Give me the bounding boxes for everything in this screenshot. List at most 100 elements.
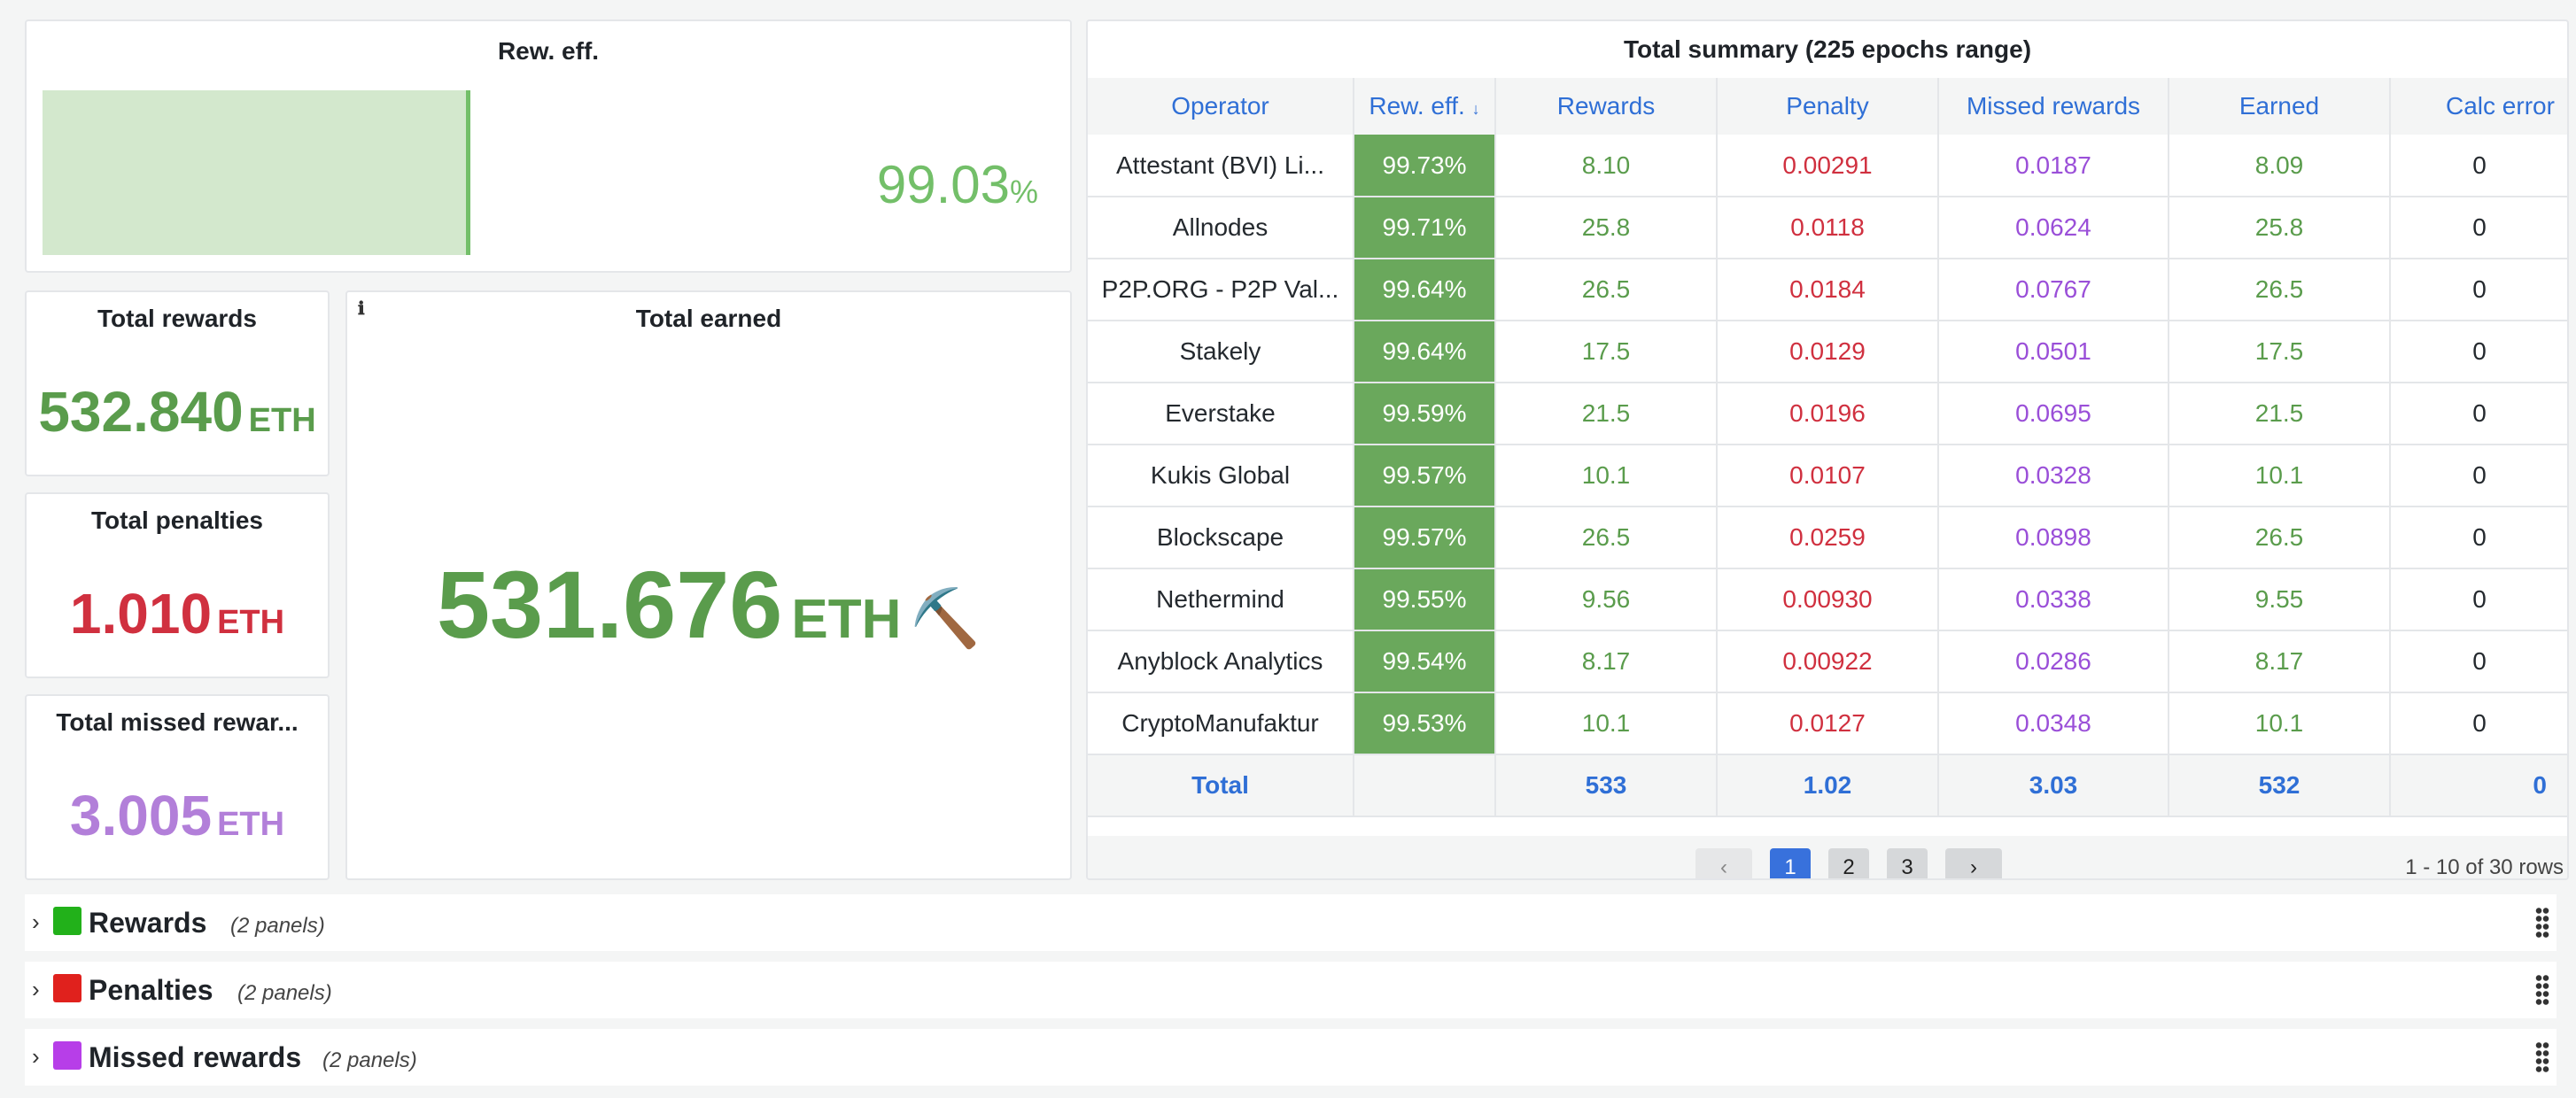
cell-operator: Kukis Global	[1088, 445, 1354, 507]
total-rewards-panel: Total rewards 532.840 ETH	[25, 290, 330, 476]
col-header-rewards[interactable]: Rewards	[1495, 78, 1718, 135]
table-row[interactable]: Nethermind 99.55% 9.56 0.00930 0.0338 9.55 0	[1088, 568, 2567, 631]
total-rewards: 533	[1495, 754, 1718, 817]
cell-calc: 0	[2390, 506, 2567, 569]
cell-operator: CryptoManufaktur	[1088, 692, 1354, 755]
cell-operator: Allnodes	[1088, 197, 1354, 259]
page-3-button[interactable]: 3	[1887, 848, 1928, 878]
table-row[interactable]: Blockscape 99.57% 26.5 0.0259 0.0898 26.5 0	[1088, 506, 2567, 569]
cell-penalty: 0.00930	[1717, 568, 1939, 631]
cell-operator: Anyblock Analytics	[1088, 630, 1354, 693]
cell-missed: 0.0328	[1938, 445, 2169, 507]
drag-handle-icon[interactable]	[2535, 907, 2549, 939]
total-calc: 0	[2390, 754, 2567, 817]
info-icon[interactable]: ℹ	[358, 299, 365, 319]
table-row[interactable]: Kukis Global 99.57% 10.1 0.0107 0.0328 10.1 0	[1088, 445, 2567, 507]
panel-title: Rew. eff.	[497, 37, 600, 65]
cell-eff: 99.64%	[1354, 259, 1496, 321]
col-header-calc-error[interactable]: Calc error	[2390, 78, 2567, 135]
cell-operator: Nethermind	[1088, 568, 1354, 631]
cell-rewards: 10.1	[1495, 692, 1718, 755]
cell-operator: Attestant (BVI) Li...	[1088, 135, 1354, 197]
cell-penalty: 0.0127	[1717, 692, 1939, 755]
table-row[interactable]: Allnodes 99.71% 25.8 0.0118 0.0624 25.8 0	[1088, 197, 2567, 259]
cell-rewards: 17.5	[1495, 321, 1718, 383]
page-2-button[interactable]: 2	[1828, 848, 1869, 878]
cell-rewards: 26.5	[1495, 506, 1718, 569]
table-row[interactable]: Stakely 99.64% 17.5 0.0129 0.0501 17.5 0	[1088, 321, 2567, 383]
total-penalties-value: 1.010 ETH	[69, 582, 285, 646]
cell-missed: 0.0187	[1938, 135, 2169, 197]
chevron-right-icon[interactable]: ›	[32, 1043, 40, 1070]
summary-table-panel: Total summary (225 epochs range) Operato…	[1086, 19, 2569, 880]
cell-operator: Blockscape	[1088, 506, 1354, 569]
cell-rewards: 25.8	[1495, 197, 1718, 259]
cell-calc: 0	[2390, 383, 2567, 445]
total-missed-value: 3.005 ETH	[69, 784, 285, 847]
cell-eff: 99.57%	[1354, 506, 1496, 569]
red-square-icon	[53, 974, 81, 1002]
row-rewards[interactable]: › Rewards (2 panels)	[25, 894, 2557, 951]
next-page-button[interactable]: ›	[1945, 848, 2002, 878]
cell-penalty: 0.0184	[1717, 259, 1939, 321]
table-row[interactable]: CryptoManufaktur 99.53% 10.1 0.0127 0.0348 10…	[1088, 692, 2567, 755]
efficiency-unit: %	[1009, 174, 1038, 210]
cell-earned: 9.55	[2169, 568, 2391, 631]
row-missed-rewards[interactable]: › Missed rewards (2 panels)	[25, 1029, 2557, 1086]
col-header-penalty[interactable]: Penalty	[1717, 78, 1939, 135]
cell-earned: 10.1	[2169, 692, 2391, 755]
cell-calc: 0	[2390, 568, 2567, 631]
table-row[interactable]: Everstake 99.59% 21.5 0.0196 0.0695 21.5 0	[1088, 383, 2567, 445]
row-penalties[interactable]: › Penalties (2 panels)	[25, 962, 2557, 1018]
cell-eff: 99.54%	[1354, 630, 1496, 693]
table-row[interactable]: P2P.ORG - P2P Val... 99.64% 26.5 0.0184 0.07…	[1088, 259, 2567, 321]
total-empty	[1354, 754, 1496, 817]
cell-eff: 99.64%	[1354, 321, 1496, 383]
table-row[interactable]: Attestant (BVI) Li... 99.73% 8.10 0.00291 0.…	[1088, 135, 2567, 197]
cell-eff: 99.55%	[1354, 568, 1496, 631]
chevron-right-icon[interactable]: ›	[32, 909, 40, 935]
cell-rewards: 10.1	[1495, 445, 1718, 507]
total-rewards-value: 532.840 ETH	[38, 380, 316, 444]
col-header-operator[interactable]: Operator	[1088, 78, 1354, 135]
total-row: Total 533 1.02 3.03 532 0	[1088, 754, 2567, 817]
col-header-earned[interactable]: Earned	[2169, 78, 2391, 135]
cell-penalty: 0.0118	[1717, 197, 1939, 259]
pick-icon: ⛏️	[910, 586, 982, 650]
chevron-right-icon[interactable]: ›	[32, 976, 40, 1002]
row-title[interactable]: Penalties	[89, 974, 213, 1006]
cell-earned: 10.1	[2169, 445, 2391, 507]
cell-penalty: 0.0196	[1717, 383, 1939, 445]
cell-calc: 0	[2390, 259, 2567, 321]
cell-rewards: 9.56	[1495, 568, 1718, 631]
cell-earned: 26.5	[2169, 506, 2391, 569]
cell-rewards: 21.5	[1495, 383, 1718, 445]
cell-rewards: 8.10	[1495, 135, 1718, 197]
table-row[interactable]: Anyblock Analytics 99.54% 8.17 0.00922 0.028…	[1088, 630, 2567, 693]
cell-missed: 0.0695	[1938, 383, 2169, 445]
total-earned-value: 531.676 ETH ⛏️	[436, 551, 982, 658]
panel-title: Total rewards	[97, 305, 257, 332]
row-title[interactable]: Rewards	[89, 907, 207, 939]
cell-earned: 17.5	[2169, 321, 2391, 383]
total-penalties-panel: Total penalties 1.010 ETH	[25, 492, 330, 678]
cell-missed: 0.0348	[1938, 692, 2169, 755]
efficiency-number: 99.03	[876, 155, 1010, 214]
page-1-button[interactable]: 1	[1770, 848, 1811, 878]
efficiency-gauge-bar	[43, 90, 470, 255]
cell-eff: 99.57%	[1354, 445, 1496, 507]
panel-title: Total missed rewar...	[56, 708, 299, 736]
total-missed: 3.03	[1938, 754, 2169, 817]
prev-page-button[interactable]: ‹	[1695, 848, 1752, 878]
total-label: Total	[1088, 754, 1354, 817]
cell-eff: 99.71%	[1354, 197, 1496, 259]
drag-handle-icon[interactable]	[2535, 1041, 2549, 1073]
cell-calc: 0	[2390, 692, 2567, 755]
cell-rewards: 26.5	[1495, 259, 1718, 321]
drag-handle-icon[interactable]	[2535, 974, 2549, 1006]
col-header-missed-rewards[interactable]: Missed rewards	[1938, 78, 2169, 135]
col-header-rew-eff[interactable]: Rew. eff. ↓	[1354, 78, 1496, 135]
cell-calc: 0	[2390, 135, 2567, 197]
cell-penalty: 0.00291	[1717, 135, 1939, 197]
row-title[interactable]: Missed rewards	[89, 1041, 302, 1073]
